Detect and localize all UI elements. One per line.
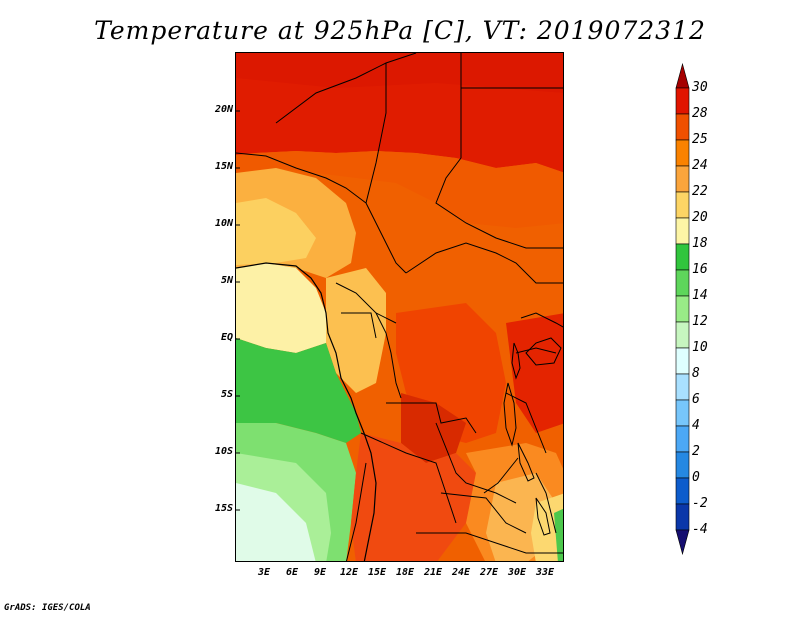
lon-label: 3E [257, 567, 271, 578]
colorbar-swatch [675, 451, 690, 479]
colorbar-swatch [675, 399, 690, 427]
lon-label: 12E [339, 567, 359, 578]
colorbar-label: -2 [692, 496, 708, 511]
lat-label: 20N [214, 104, 233, 115]
region-east-africa [506, 313, 563, 433]
colorbar-label: 20 [692, 210, 708, 225]
lon-label: 18E [395, 567, 415, 578]
lat-label: 5S [220, 389, 233, 400]
map-canvas [236, 53, 563, 561]
colorbar-swatch [675, 87, 690, 115]
colorbar-label: 16 [692, 262, 708, 277]
lon-label: 30E [507, 567, 527, 578]
colorbar-swatch [675, 295, 690, 323]
lon-label: 21E [423, 567, 443, 578]
region-west-africa-cool [236, 198, 316, 265]
lat-label: 15N [214, 161, 233, 172]
region-coast-green [554, 508, 563, 561]
colorbar-swatch [675, 477, 690, 505]
lon-label: 33E [535, 567, 555, 578]
region-gulf-of-guinea [236, 263, 326, 353]
colorbar-swatch [675, 243, 690, 271]
colorbar-swatch [675, 321, 690, 349]
colorbar-label: 25 [692, 132, 708, 147]
colorbar-label: -4 [692, 522, 708, 537]
colorbar-swatches [675, 62, 690, 556]
region-mozambique [531, 493, 563, 561]
colorbar-label: 0 [692, 470, 700, 485]
colorbar-swatch [675, 373, 690, 401]
colorbar-label: 12 [692, 314, 708, 329]
region-atlantic-pale [236, 483, 316, 561]
colorbar-label: 4 [692, 418, 700, 433]
colorbar-swatch [675, 217, 690, 245]
colorbar [675, 62, 690, 556]
colorbar-label: 6 [692, 392, 700, 407]
colorbar-swatch [675, 191, 690, 219]
lon-label: 9E [313, 567, 327, 578]
region-sahel [236, 151, 563, 228]
chart-title: Temperature at 925hPa [C], VT: 201907231… [94, 16, 706, 45]
region-atlantic-green [236, 338, 361, 443]
colorbar-swatch [675, 165, 690, 193]
region-angola [351, 433, 476, 561]
region-congo-south [401, 393, 466, 463]
lakes [503, 337, 562, 536]
colorbar-label: 10 [692, 340, 708, 355]
colorbar-label: 2 [692, 444, 700, 459]
colorbar-swatch [675, 425, 690, 453]
colorbar-swatch [675, 113, 690, 141]
colorbar-swatch [675, 139, 690, 167]
colorbar-label: 24 [692, 158, 708, 173]
lat-label: 5N [220, 275, 233, 286]
lon-label: 6E [285, 567, 299, 578]
coastline [236, 262, 377, 561]
temperature-map [235, 52, 564, 562]
region-cameroon-gabon [326, 268, 386, 393]
country-borders [236, 53, 563, 561]
colorbar-label: 14 [692, 288, 708, 303]
colorbar-swatch [675, 347, 690, 375]
lon-label: 24E [451, 567, 471, 578]
region-hot-north-core [236, 53, 563, 93]
lon-label: 15E [367, 567, 387, 578]
footer-credit: GrADS: IGES/COLA [4, 603, 91, 613]
colorbar-label: 8 [692, 366, 700, 381]
lon-label: 27E [479, 567, 499, 578]
colorbar-swatch [675, 62, 690, 89]
colorbar-swatch [675, 529, 690, 556]
lat-label: 15S [214, 503, 233, 514]
colorbar-swatch [675, 269, 690, 297]
lat-label: 10S [214, 446, 233, 457]
colorbar-swatch [675, 503, 690, 531]
colorbar-label: 22 [692, 184, 708, 199]
lat-label: EQ [220, 332, 233, 343]
lat-label: 10N [214, 218, 233, 229]
colorbar-label: 18 [692, 236, 708, 251]
grid-ticks [236, 110, 240, 511]
colorbar-label: 28 [692, 106, 708, 121]
colorbar-label: 30 [692, 80, 708, 95]
